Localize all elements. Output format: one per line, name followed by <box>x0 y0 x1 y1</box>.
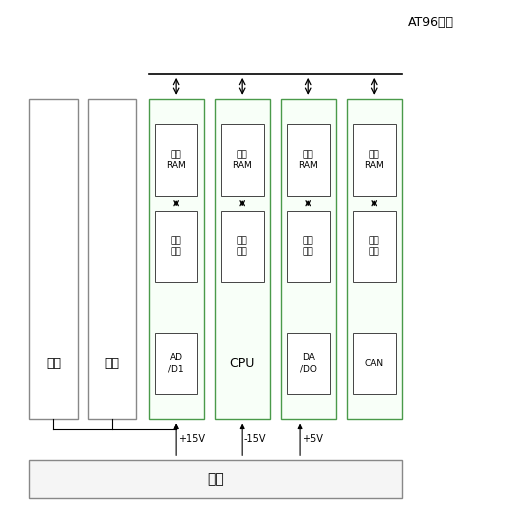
Text: 低压: 低压 <box>207 472 224 486</box>
Text: 微处
理器: 微处 理器 <box>303 236 313 257</box>
Bar <box>29 460 402 498</box>
Text: 微处
理器: 微处 理器 <box>171 236 181 257</box>
Text: 放大: 放大 <box>46 357 61 370</box>
Bar <box>287 211 330 282</box>
Text: 高压: 高压 <box>104 357 119 370</box>
Text: DA
/DO: DA /DO <box>300 353 317 373</box>
Text: 输入: 输入 <box>169 357 184 370</box>
Bar <box>353 333 396 394</box>
Bar <box>287 124 330 196</box>
Text: 输出: 输出 <box>301 357 316 370</box>
Bar <box>287 333 330 394</box>
Bar <box>215 99 270 419</box>
Text: +15V: +15V <box>178 434 205 444</box>
Text: 双口
RAM: 双口 RAM <box>298 150 318 170</box>
Text: CPU: CPU <box>229 357 255 370</box>
Text: +5V: +5V <box>301 434 322 444</box>
Bar <box>353 124 396 196</box>
Bar <box>155 124 197 196</box>
Bar <box>155 211 197 282</box>
Bar <box>347 99 402 419</box>
Bar <box>281 99 336 419</box>
Bar <box>155 333 197 394</box>
Bar <box>221 124 264 196</box>
Bar <box>149 99 204 419</box>
Text: AD
/D1: AD /D1 <box>168 353 184 373</box>
Text: 微处
理器: 微处 理器 <box>369 236 380 257</box>
Text: -15V: -15V <box>244 434 266 444</box>
Text: 通讯: 通讯 <box>367 357 382 370</box>
Bar <box>29 99 77 419</box>
Text: CAN: CAN <box>365 359 384 368</box>
Text: 双口
RAM: 双口 RAM <box>365 150 384 170</box>
Bar <box>221 211 264 282</box>
Bar <box>353 211 396 282</box>
Text: AT96总线: AT96总线 <box>408 16 453 29</box>
Bar <box>88 99 136 419</box>
Text: 双口
RAM: 双口 RAM <box>166 150 186 170</box>
Text: 微处
理器: 微处 理器 <box>237 236 248 257</box>
Text: 双口
RAM: 双口 RAM <box>232 150 252 170</box>
